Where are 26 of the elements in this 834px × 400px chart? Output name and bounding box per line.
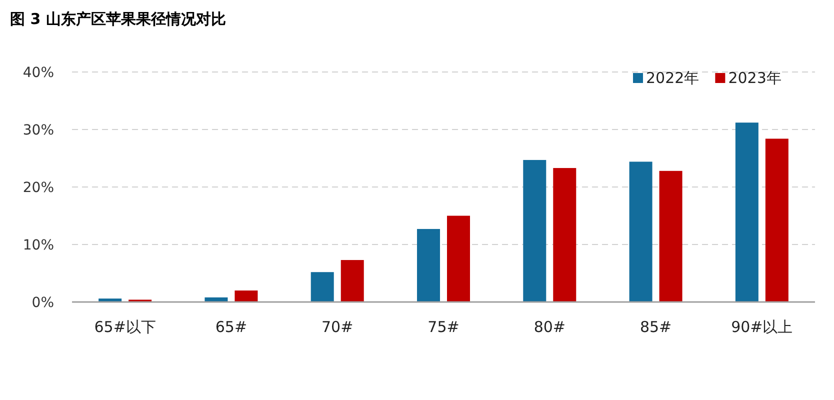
bar xyxy=(310,272,334,302)
bar xyxy=(340,260,364,302)
bar xyxy=(447,216,470,302)
x-tick-label: 90#以上 xyxy=(731,318,793,336)
chart-title: 图 3 山东产区苹果果径情况对比 xyxy=(10,10,226,28)
x-tick-label: 65# xyxy=(215,318,248,336)
bar xyxy=(417,228,440,302)
y-tick-label: 0% xyxy=(32,295,54,311)
bar xyxy=(553,168,576,302)
bar xyxy=(629,162,652,302)
x-tick-label: 70# xyxy=(322,318,354,336)
bar xyxy=(234,290,258,302)
y-tick-label: 20% xyxy=(22,180,54,196)
legend-label: 2022年 xyxy=(646,69,700,87)
bar xyxy=(523,160,546,302)
bar xyxy=(765,138,788,302)
x-tick-label: 65#以下 xyxy=(94,318,156,336)
x-tick-label: 75# xyxy=(428,318,460,336)
x-tick-label: 80# xyxy=(534,318,566,336)
bar xyxy=(659,170,682,302)
y-tick-label: 10% xyxy=(22,238,54,254)
y-tick-label: 40% xyxy=(22,65,54,81)
x-tick-label: 85# xyxy=(640,318,672,336)
legend-label: 2023年 xyxy=(728,69,782,87)
bar xyxy=(735,122,758,302)
y-tick-label: 30% xyxy=(22,122,54,138)
